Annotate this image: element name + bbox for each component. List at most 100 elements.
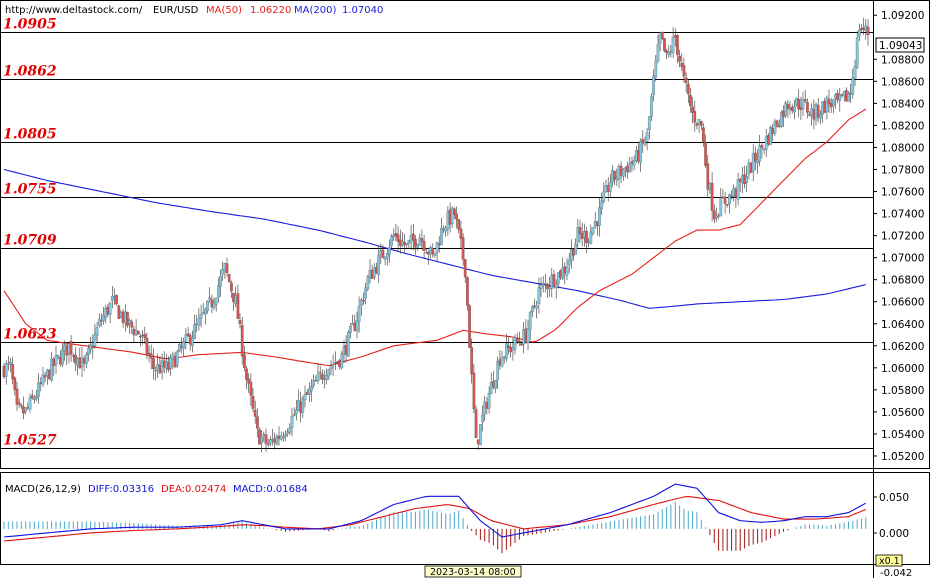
candle-body-37 xyxy=(82,358,86,364)
ma200-path xyxy=(3,168,866,309)
candle-356 xyxy=(773,118,777,137)
candle-body-13 xyxy=(30,395,34,399)
candle-10 xyxy=(24,407,28,415)
candle-body-395 xyxy=(857,30,861,37)
candle-272 xyxy=(591,227,595,236)
candle-body-95 xyxy=(208,297,212,300)
candle-body-237 xyxy=(515,338,519,342)
candle-body-25 xyxy=(56,354,60,357)
candle-365 xyxy=(793,99,796,120)
candle-body-308 xyxy=(669,51,673,53)
price-tick-2: 1.08600 xyxy=(881,76,924,88)
candle-body-242 xyxy=(526,328,530,344)
candle-body-348 xyxy=(756,159,759,164)
candle-body-354 xyxy=(769,127,772,145)
candle-body-248 xyxy=(539,284,543,289)
candle-body-61 xyxy=(134,329,138,336)
candle-body-97 xyxy=(212,302,216,308)
candle-body-381 xyxy=(827,99,831,105)
dea-line xyxy=(3,496,867,542)
ma200-label: MA(200) xyxy=(294,5,336,16)
candle-body-382 xyxy=(829,103,833,108)
candle-190 xyxy=(414,235,417,255)
candle-body-285 xyxy=(619,165,623,176)
macd-dea-label: DEA:0.02474 xyxy=(161,484,226,495)
candle-357 xyxy=(775,119,779,128)
candle-168 xyxy=(366,275,370,292)
candle-144 xyxy=(314,375,318,382)
candle-277 xyxy=(602,182,606,204)
candle-88 xyxy=(193,314,196,340)
candle-body-194 xyxy=(422,241,426,251)
candle-393 xyxy=(853,59,857,86)
candle-156 xyxy=(340,350,344,370)
candle-body-377 xyxy=(819,113,822,119)
candle-body-171 xyxy=(372,267,376,278)
candle-298 xyxy=(647,116,651,140)
candle-body-27 xyxy=(61,349,64,365)
candle-4 xyxy=(11,356,15,385)
candle-69 xyxy=(152,347,155,380)
candle-body-8 xyxy=(19,405,23,407)
candle-body-14 xyxy=(32,398,36,400)
candle-167 xyxy=(364,282,367,305)
candle-body-151 xyxy=(329,365,333,370)
candle-130 xyxy=(284,430,287,442)
candle-233 xyxy=(507,336,510,355)
candle-body-317 xyxy=(689,95,692,107)
candle-body-26 xyxy=(58,357,62,365)
candle-329 xyxy=(715,207,718,223)
candle-305 xyxy=(663,38,666,53)
candle-282 xyxy=(613,170,616,185)
candle-99 xyxy=(217,277,220,303)
level-label-3: 1.0755 xyxy=(3,182,57,198)
candle-body-105 xyxy=(230,282,233,292)
candle-body-179 xyxy=(390,235,393,247)
candle-body-85 xyxy=(186,333,190,337)
candle-body-165 xyxy=(359,299,363,306)
candle-93 xyxy=(204,307,207,325)
candle-46 xyxy=(102,307,105,325)
ma200-value: 1.07040 xyxy=(342,5,383,16)
candle-body-49 xyxy=(108,302,112,315)
candle-body-300 xyxy=(652,75,655,95)
candle-31 xyxy=(69,335,73,362)
candle-body-301 xyxy=(654,61,658,78)
candle-body-35 xyxy=(78,357,82,369)
candle-350 xyxy=(760,142,764,159)
macd-value-label: MACD:0.01684 xyxy=(233,484,308,495)
price-tick-10: 1.07000 xyxy=(881,253,924,265)
candle-body-9 xyxy=(22,406,25,414)
candle-body-390 xyxy=(847,93,850,102)
candle-371 xyxy=(806,98,809,119)
candle-body-12 xyxy=(28,397,32,410)
candle-body-353 xyxy=(767,135,770,145)
candle-98 xyxy=(214,297,218,312)
candle-394 xyxy=(855,31,859,70)
candle-body-90 xyxy=(197,318,201,326)
candle-12 xyxy=(28,393,32,413)
candle-141 xyxy=(307,382,311,403)
candle-110 xyxy=(240,317,244,365)
candle-13 xyxy=(30,389,34,400)
candle-body-255 xyxy=(554,284,558,289)
candle-body-369 xyxy=(801,99,805,110)
candle-84 xyxy=(184,328,188,350)
candle-392 xyxy=(851,68,855,99)
candle-91 xyxy=(199,304,203,328)
candle-body-159 xyxy=(346,332,350,357)
price-tick-12: 1.06600 xyxy=(881,297,924,309)
candle-body-331 xyxy=(719,197,723,217)
candle-62 xyxy=(136,330,140,335)
candle-359 xyxy=(780,110,783,128)
candle-100 xyxy=(219,269,222,297)
candle-217 xyxy=(472,363,476,414)
header-url[interactable]: http://www.deltastock.com/ xyxy=(5,5,143,16)
candle-178 xyxy=(388,239,391,263)
candle-body-84 xyxy=(184,334,188,342)
candle-body-362 xyxy=(786,103,790,109)
candle-27 xyxy=(61,342,64,367)
price-tick-17: 1.05600 xyxy=(881,407,924,419)
candle-body-321 xyxy=(697,119,701,124)
candle-body-163 xyxy=(355,320,359,332)
